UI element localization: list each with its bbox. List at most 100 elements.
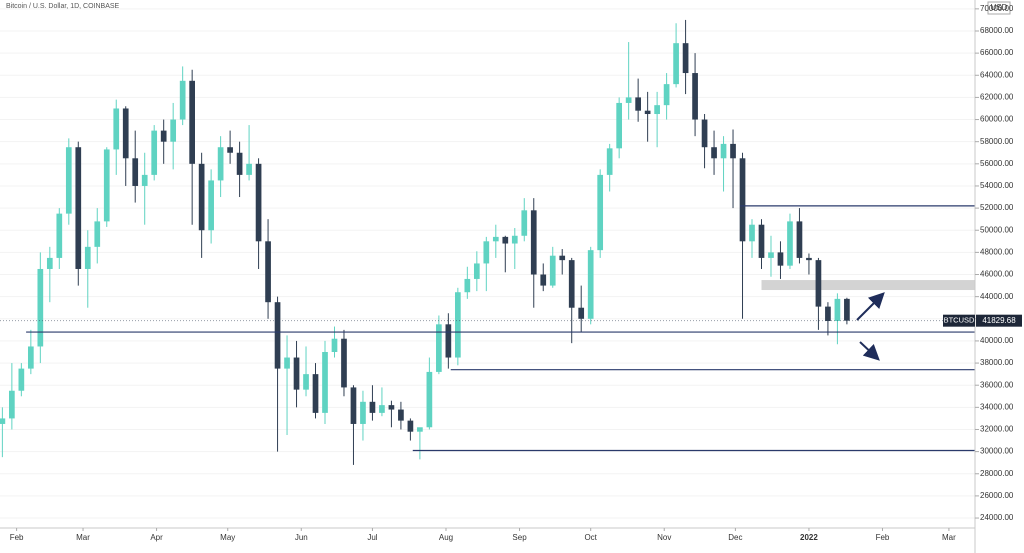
candle-body (141, 174, 148, 186)
candle-body (189, 80, 195, 164)
candle-body (530, 210, 537, 275)
candle-body (255, 163, 262, 242)
y-tick-label: 62000.00 (980, 93, 1014, 102)
candle-body (265, 241, 271, 303)
resistance-zone (761, 280, 975, 291)
y-tick-label: 46000.00 (980, 270, 1014, 279)
candle-body (170, 119, 177, 142)
x-tick-label: Jul (367, 533, 377, 542)
y-tick-label: 56000.00 (980, 159, 1014, 168)
y-tick-label: 58000.00 (980, 137, 1014, 146)
candle-body (758, 224, 765, 258)
y-tick-label: 64000.00 (980, 70, 1014, 79)
candle-body (84, 246, 91, 269)
candle-body (236, 152, 243, 175)
y-tick-label: 50000.00 (980, 225, 1014, 234)
candle-body (768, 252, 774, 258)
y-tick-label: 24000.00 (980, 513, 1014, 522)
candle-body (217, 147, 224, 181)
y-tick-label: 66000.00 (980, 48, 1014, 57)
chart-title: Bitcoin / U.S. Dollar, 1D, COINBASE (6, 3, 120, 10)
currency-box (987, 1, 1011, 15)
candle-body (293, 357, 300, 390)
candle-body (398, 409, 404, 421)
candle-body (0, 418, 6, 424)
y-tick-label: 28000.00 (980, 469, 1014, 478)
candle-body (730, 143, 736, 159)
candle-body (806, 257, 812, 261)
candle-body (445, 324, 452, 358)
candle-body (549, 255, 556, 286)
x-tick-label: Apr (150, 533, 163, 542)
candle-body (540, 274, 547, 286)
x-tick-label: Nov (657, 533, 671, 542)
candle-body (312, 374, 319, 413)
x-tick-label: Sep (512, 533, 527, 542)
last-price-tag (976, 314, 1022, 327)
x-tick-label: Aug (439, 533, 453, 542)
candle-body (787, 221, 793, 266)
candle-body (94, 221, 101, 247)
candle-body (9, 390, 15, 419)
x-tick-label: Feb (10, 533, 24, 542)
y-tick-label: 32000.00 (980, 425, 1014, 434)
candle-body (350, 387, 357, 424)
y-tick-label: 44000.00 (980, 292, 1014, 301)
candle-body (407, 420, 414, 432)
candle-body (682, 43, 689, 74)
candle-body (473, 263, 480, 279)
candle-body (844, 298, 850, 321)
candle-body (274, 302, 281, 369)
candle-body (796, 221, 803, 258)
candle-body (65, 147, 72, 214)
candle-body (198, 163, 205, 231)
x-tick-label: 2022 (800, 533, 818, 542)
candle-body (322, 352, 328, 413)
candle-body (616, 102, 623, 149)
candle-body (587, 250, 594, 319)
y-tick-label: 40000.00 (980, 336, 1014, 345)
candle-body (483, 241, 490, 264)
candle-body (654, 105, 660, 115)
candle-body (151, 130, 158, 175)
candle-body (701, 119, 708, 148)
y-tick-label: 34000.00 (980, 402, 1014, 411)
plot-area (0, 8, 975, 519)
candle-body (417, 427, 423, 432)
candle-body (27, 346, 34, 369)
candle-body (673, 43, 679, 85)
candle-body (511, 235, 518, 244)
y-tick-label: 68000.00 (980, 26, 1014, 35)
candle-body (360, 401, 366, 424)
candle-body (160, 130, 167, 142)
candle-body (122, 108, 129, 159)
y-tick-label: 36000.00 (980, 380, 1014, 389)
candle-body (597, 174, 604, 251)
candle-body (132, 158, 139, 186)
candle-body (834, 298, 841, 322)
currency: USD (991, 3, 1008, 12)
x-tick-label: Mar (76, 533, 90, 542)
candle-body (568, 260, 575, 308)
last-price-label: 41829.68 (982, 316, 1016, 325)
candle-body (720, 143, 727, 159)
candle-body (559, 255, 566, 261)
y-tick-label: 26000.00 (980, 491, 1014, 500)
candle-body (777, 252, 784, 266)
candle-body (246, 163, 252, 175)
x-tick-label: Dec (728, 533, 742, 542)
candle-body (625, 97, 632, 103)
candle-body (644, 110, 651, 115)
symbol-tag (943, 314, 975, 327)
candle-body (635, 97, 641, 111)
candle-body (303, 374, 309, 390)
x-tick-label: May (220, 533, 235, 542)
y-tick-label: 48000.00 (980, 247, 1014, 256)
y-tick-label: 54000.00 (980, 181, 1014, 190)
candle-body (379, 405, 385, 413)
candle-body (369, 401, 376, 413)
candle-body (56, 213, 63, 258)
arrow-up (856, 292, 885, 321)
candle-body (341, 338, 347, 388)
